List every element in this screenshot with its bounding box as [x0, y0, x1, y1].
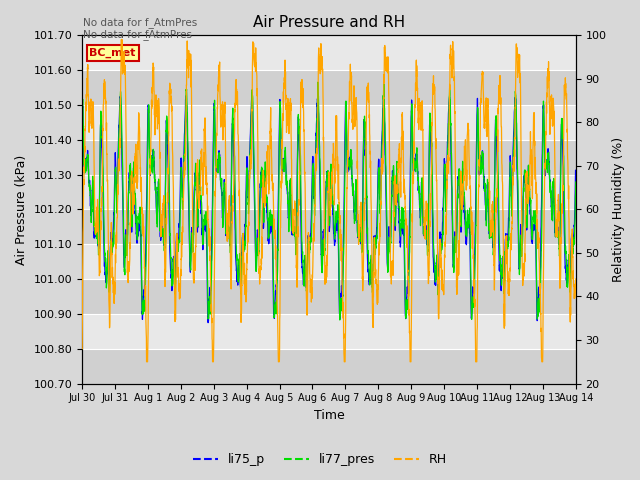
- Bar: [82, 244, 576, 279]
- Y-axis label: Relativity Humidity (%): Relativity Humidity (%): [612, 137, 625, 282]
- Y-axis label: Air Pressure (kPa): Air Pressure (kPa): [15, 154, 28, 264]
- Title: Air Pressure and RH: Air Pressure and RH: [253, 15, 405, 30]
- Bar: [82, 140, 576, 175]
- Bar: [82, 348, 576, 384]
- Text: BC_met: BC_met: [90, 48, 136, 58]
- X-axis label: Time: Time: [314, 409, 344, 422]
- Text: No data for f̲AtmPres: No data for f̲AtmPres: [83, 29, 192, 40]
- Bar: [82, 70, 576, 105]
- Bar: [82, 314, 576, 348]
- Text: No data for f_AtmPres: No data for f_AtmPres: [83, 17, 198, 28]
- Bar: [82, 36, 576, 70]
- Bar: [82, 175, 576, 209]
- Bar: [82, 105, 576, 140]
- Bar: [82, 279, 576, 314]
- Legend: li75_p, li77_pres, RH: li75_p, li77_pres, RH: [188, 448, 452, 471]
- Bar: [82, 209, 576, 244]
